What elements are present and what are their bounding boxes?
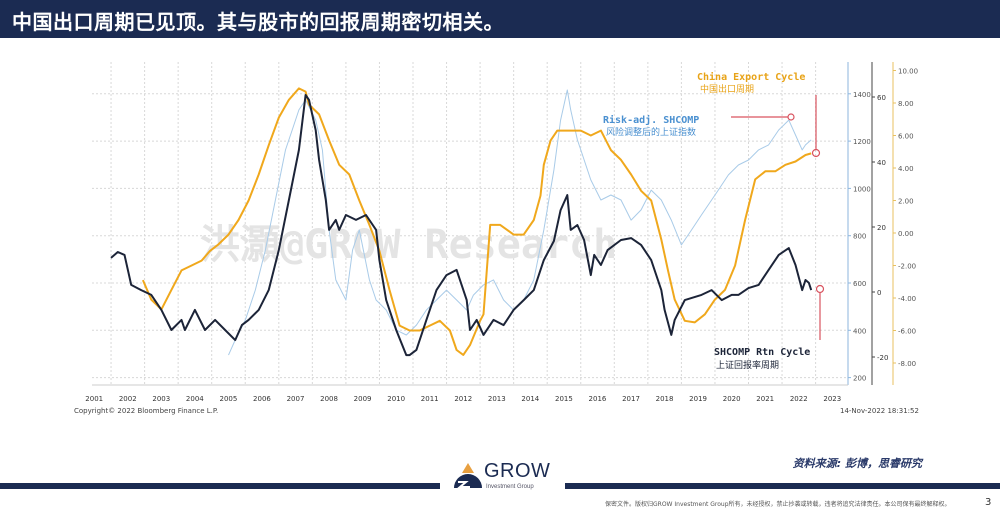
x-tick-label: 2021 (756, 395, 774, 403)
rtn-cycle-label-cn: 上证回报率周期 (716, 359, 779, 371)
source-note: 资料来源: 彭博，思睿研究 (792, 457, 922, 470)
x-tick-label: 2001 (85, 395, 103, 403)
x-tick-label: 2002 (119, 395, 137, 403)
grid (92, 62, 848, 385)
tick-label-risk_adj: 600 (853, 280, 866, 288)
tick-label-rtn_cycle: 60 (877, 94, 886, 102)
tick-label-risk_adj: 800 (853, 233, 866, 241)
x-tick-label: 2015 (555, 395, 573, 403)
grow-logo: GROW Investment Group (452, 460, 562, 496)
tick-label-export: -4.00 (898, 295, 916, 303)
x-tick-label: 2010 (387, 395, 405, 403)
tick-label-export: -8.00 (898, 360, 916, 368)
tick-label-export: 0.00 (898, 230, 914, 238)
tick-label-export: 10.00 (898, 68, 918, 76)
tick-label-risk_adj: 400 (853, 327, 866, 335)
x-tick-label: 2017 (622, 395, 640, 403)
x-tick-label: 2003 (152, 395, 170, 403)
copyright: Copyright© 2022 Bloomberg Finance L.P. (74, 407, 218, 415)
x-tick-label: 2022 (790, 395, 808, 403)
x-tick-label: 2011 (421, 395, 439, 403)
x-tick-label: 2023 (823, 395, 841, 403)
tick-label-export: 4.00 (898, 165, 914, 173)
tick-label-risk_adj: 1400 (853, 91, 871, 99)
page-number: 3 (985, 497, 992, 508)
page-title: 中国出口周期已见顶。其与股市的回报周期密切相关。 (12, 10, 504, 34)
x-tick-label: 2005 (219, 395, 237, 403)
x-tick-label: 2018 (656, 395, 674, 403)
series-line-export (141, 87, 812, 356)
risk-adj-label-cn: 风险调整后的上证指数 (606, 126, 696, 138)
tick-label-rtn_cycle: 0 (877, 289, 881, 297)
x-tick-label: 2012 (454, 395, 472, 403)
risk-adj-label: Risk-adj. SHCOMP (603, 114, 699, 126)
tick-label-export: 2.00 (898, 198, 914, 206)
footer-bar-right (565, 483, 1000, 489)
tick-label-export: -2.00 (898, 263, 916, 271)
tick-label-rtn_cycle: -20 (877, 354, 888, 362)
tick-label-risk_adj: 1200 (853, 138, 871, 146)
footer-bar-left (0, 483, 440, 489)
x-tick-label: 2013 (488, 395, 506, 403)
x-tick-label: 2014 (521, 395, 539, 403)
export-marker (811, 148, 821, 158)
rtn-marker (815, 284, 825, 294)
tick-label-risk_adj: 1000 (853, 185, 871, 193)
disclaimer: 保密文件。版权归GROW Investment Group所有，未经授权，禁止抄… (605, 501, 951, 508)
timestamp: 14-Nov-2022 18:31:52 (840, 407, 919, 415)
x-tick-label: 2020 (723, 395, 741, 403)
header-bar: 中国出口周期已见顶。其与股市的回报周期密切相关。 (0, 0, 1000, 38)
tick-label-export: 6.00 (898, 133, 914, 141)
tick-label-export: 8.00 (898, 100, 914, 108)
chart-panel (70, 52, 940, 418)
tick-label-rtn_cycle: 40 (877, 159, 886, 167)
tick-label-export: -6.00 (898, 328, 916, 336)
export-label-cn: 中国出口周期 (700, 83, 754, 95)
grow-logo-icon (454, 463, 482, 488)
logo-subtext: Investment Group (486, 484, 534, 490)
export-label: China Export Cycle (697, 71, 805, 83)
annotation-markers (731, 95, 825, 340)
series-group (110, 87, 813, 357)
tick-label-risk_adj: 200 (853, 375, 866, 383)
risk-adj-marker (787, 113, 795, 121)
tick-label-rtn_cycle: 20 (877, 224, 886, 232)
logo-text: GROW (484, 460, 551, 482)
x-tick-label: 2019 (689, 395, 707, 403)
x-tick-label: 2006 (253, 395, 271, 403)
axes-group: 1400120010008006004002006040200-2010.008… (847, 62, 918, 385)
x-tick-label: 2016 (589, 395, 607, 403)
x-tick-labels: 2001 2002 2003 2004 2005 2006 2007 2008 2009 2010… (85, 384, 848, 403)
rtn-cycle-label: SHCOMP Rtn Cycle (714, 347, 810, 358)
series-line-rtn_cycle (110, 94, 813, 357)
x-tick-label: 2004 (186, 395, 204, 403)
x-tick-label: 2007 (287, 395, 305, 403)
x-tick-label: 2008 (320, 395, 338, 403)
x-tick-label: 2009 (354, 395, 372, 403)
